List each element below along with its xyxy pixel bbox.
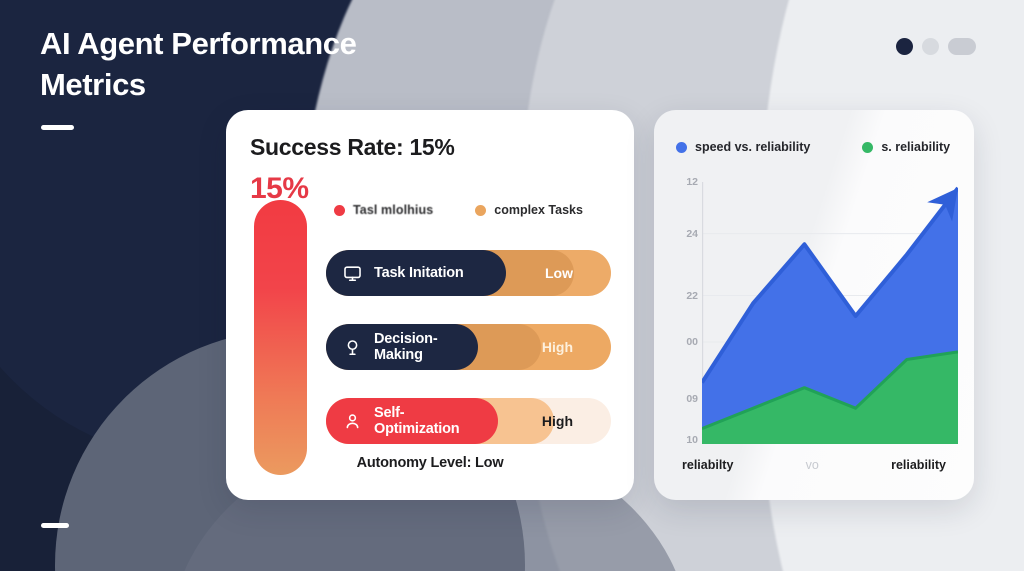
x-axis-tick: reliability	[891, 458, 946, 472]
y-axis-tick: 24	[686, 227, 698, 240]
legend-label-complex-tasks: complex Tasks	[494, 203, 583, 217]
x-axis-tick: vo	[805, 458, 819, 472]
monitor-icon	[343, 264, 362, 283]
y-axis-tick: 12	[686, 176, 698, 188]
series-line-s-reliability	[701, 350, 959, 430]
user-icon	[343, 412, 362, 431]
row-pill-self-optimization[interactable]: Self-Optimization	[326, 398, 498, 444]
legend-swatch-green	[862, 141, 874, 153]
x-axis-tick: reliabilty	[682, 458, 734, 472]
row-label-decision-making: Decision-Making	[374, 331, 438, 363]
area-chart: 12 24 22 00 09 10	[668, 176, 960, 452]
chart-legend-right: speed vs. reliability s. reliability	[676, 140, 950, 154]
success-rate-value: 15%	[250, 172, 309, 205]
legend-item-simple-tasks: Tasl mlolhius	[334, 203, 433, 217]
legend-swatch-red	[334, 204, 345, 216]
series-area-s-reliability	[702, 351, 958, 444]
title-underline-rule	[41, 125, 74, 130]
pagination-indicator[interactable]	[896, 38, 976, 55]
page-dot-1[interactable]	[896, 38, 913, 55]
search-icon	[343, 338, 362, 357]
legend-swatch-orange	[475, 204, 487, 216]
y-axis-tick: 00	[686, 335, 698, 348]
legend-label-speed-vs-reliability: speed vs. reliability	[695, 140, 811, 154]
footer-rule	[41, 523, 69, 528]
legend-item-complex-tasks: complex Tasks	[475, 203, 583, 217]
row-value-self-optimization: High	[541, 413, 573, 429]
page-dot-3[interactable]	[948, 38, 976, 55]
y-axis-tick: 22	[686, 289, 698, 302]
series-line-speed-vs-reliability	[700, 186, 960, 384]
chart-legend: Tasl mlolhius complex Tasks	[334, 203, 583, 217]
vertical-gauge-bar	[254, 200, 307, 475]
metric-row-decision-making[interactable]: High Decision-Making	[326, 324, 611, 370]
trend-arrowhead-icon	[927, 188, 958, 222]
metric-row-self-optimization[interactable]: High Self-Optimization	[326, 398, 611, 444]
legend-label-s-reliability: s. reliability	[881, 140, 951, 154]
row-pill-decision-making[interactable]: Decision-Making	[326, 324, 478, 370]
chart-plot-area	[700, 182, 960, 444]
y-axis-tick: 09	[686, 392, 698, 405]
row-label-task-initation: Task Initation	[374, 265, 464, 281]
autonomy-level-note: Autonomy Level: Low	[356, 455, 504, 471]
row-pill-task-initation[interactable]: Task Initation	[326, 250, 506, 296]
card-title: Success Rate: 15%	[250, 134, 455, 160]
page-dot-2[interactable]	[922, 38, 939, 55]
legend-item-s-reliability: s. reliability	[862, 140, 950, 154]
metric-row-list: Low Task Initation High	[326, 250, 611, 472]
page-title: AI Agent Performance Metrics	[40, 26, 357, 102]
x-axis-tick-labels: reliabilty vo reliability	[668, 458, 960, 472]
row-label-self-optimization: Self-Optimization	[374, 405, 460, 437]
speed-reliability-card: speed vs. reliability s. reliability 12 2…	[654, 110, 974, 500]
legend-label-simple-tasks: Tasl mlolhius	[353, 203, 434, 217]
y-axis-tick-labels: 12 24 22 00 09 10	[668, 176, 698, 446]
y-axis-tick: 10	[686, 434, 698, 446]
metric-row-task-initation[interactable]: Low Task Initation	[326, 250, 611, 296]
row-value-task-initation: Low	[545, 265, 573, 281]
success-rate-card: Success Rate: 15% 15% Tasl mlolhius comp…	[226, 110, 634, 500]
legend-item-speed-vs-reliability: speed vs. reliability	[676, 140, 810, 154]
legend-swatch-blue	[676, 141, 687, 153]
chart-svg	[700, 182, 960, 444]
row-value-decision-making: High	[541, 339, 573, 355]
